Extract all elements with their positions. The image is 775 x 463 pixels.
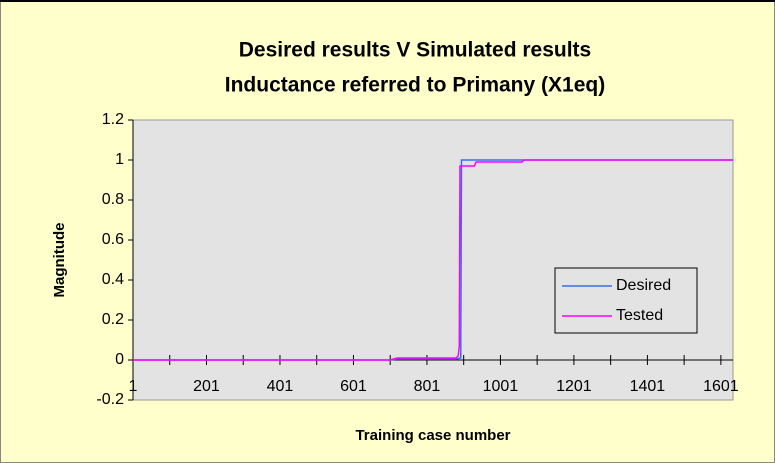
x-tick-label: 201 xyxy=(193,378,220,395)
y-tick-label: 0.6 xyxy=(102,231,124,248)
x-tick-label: 401 xyxy=(267,378,294,395)
y-tick-label: 1 xyxy=(115,151,124,168)
x-tick-label: 1201 xyxy=(556,378,592,395)
x-tick-label: 601 xyxy=(340,378,367,395)
chart-title: Inductance referred to Primany (X1eq) xyxy=(225,74,605,97)
plot-area xyxy=(132,119,734,401)
x-tick-label: 1001 xyxy=(483,378,519,395)
chart-title: Desired results V Simulated results xyxy=(239,39,591,62)
x-axis-title: Training case number xyxy=(355,427,510,444)
x-tick-label: 1601 xyxy=(703,378,739,395)
legend: Desired Tested xyxy=(554,267,698,334)
x-tick-label: 1 xyxy=(129,378,138,395)
y-tick-label: 0.2 xyxy=(102,311,124,328)
x-tick-label: 1401 xyxy=(630,378,666,395)
legend-label: Tested xyxy=(616,307,663,324)
legend-label: Desired xyxy=(616,277,671,294)
y-axis-title: Magnitude xyxy=(51,223,68,298)
y-tick-label: -0.2 xyxy=(96,391,124,408)
series-line xyxy=(133,159,733,361)
legend-box xyxy=(554,267,698,334)
y-tick-label: 1.2 xyxy=(102,111,124,128)
y-tick-label: 0 xyxy=(115,351,124,368)
y-tick-label: 0.4 xyxy=(102,271,124,288)
x-tick-label: 801 xyxy=(414,378,441,395)
y-tick-label: 0.8 xyxy=(102,191,124,208)
